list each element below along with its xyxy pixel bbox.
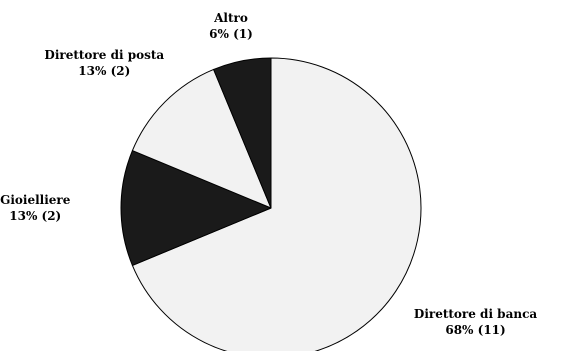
pie-slice-direttore-di-posta (131, 68, 272, 209)
pie-label-value: 6% (1) (209, 27, 253, 41)
pie-label-direttore-di-posta: Direttore di posta 13% (2) (44, 48, 164, 78)
pie-label-altro: Altro 6% (1) (209, 11, 253, 41)
pie-label-value: 13% (2) (78, 64, 130, 78)
pie-label-value: 13% (2) (9, 209, 61, 223)
pie-label-gioielliere: Gioielliere 13% (2) (0, 193, 71, 223)
pie-labels: Direttore di banca 68% (11) Gioielliere 13%… (0, 11, 537, 337)
pie-slice-gioielliere (120, 150, 272, 266)
pie-slices (120, 57, 422, 351)
pie-label-direttore-di-banca: Direttore di banca 68% (11) (414, 307, 537, 337)
pie-slice-altro (213, 57, 272, 209)
pie-label-category: Altro (213, 11, 248, 25)
pie-slice-direttore-di-banca (131, 57, 422, 351)
pie-label-value: 68% (11) (445, 323, 505, 337)
pie-label-category: Direttore di posta (44, 48, 164, 62)
pie-label-category: Direttore di banca (414, 307, 537, 321)
pie-label-category: Gioielliere (0, 193, 71, 207)
